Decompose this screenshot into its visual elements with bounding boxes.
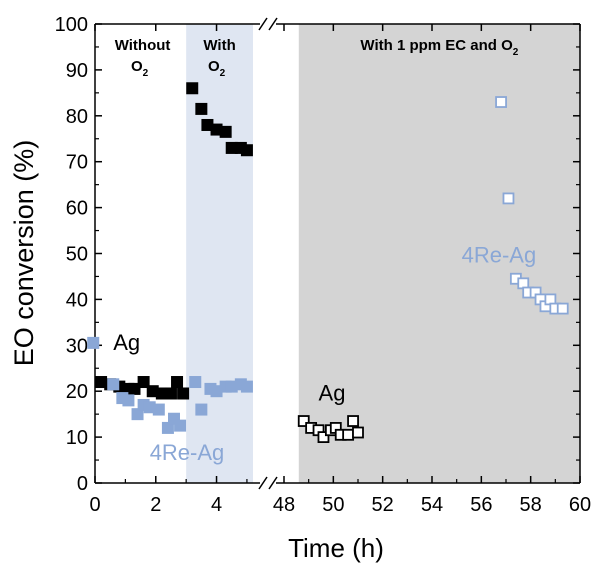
point-0-15 <box>219 125 232 138</box>
y-tick-label: 70 <box>66 152 88 174</box>
point-0-12 <box>195 102 208 115</box>
x-tick-label: 56 <box>470 494 492 516</box>
point-0-0 <box>95 376 108 389</box>
annotation-2: Ag <box>319 380 346 405</box>
point-2-8 <box>347 415 359 427</box>
x-tick-label: 50 <box>322 494 344 516</box>
x-tick-label: 58 <box>520 494 542 516</box>
point-1-10 <box>189 376 202 389</box>
y-tick-label: 60 <box>66 198 88 220</box>
x-tick-label: 0 <box>89 494 100 516</box>
x-tick-label: 48 <box>273 494 295 516</box>
condition-regions <box>95 22 580 485</box>
region-label-1: With <box>203 37 235 54</box>
series-labels: Ag 4Re-Ag Ag 4Re-Ag <box>87 243 536 465</box>
point-0-7 <box>155 387 168 400</box>
y-tick-label: 40 <box>66 289 88 311</box>
point-0-8 <box>164 387 177 400</box>
x-tick-label: 60 <box>569 494 591 516</box>
point-0-10 <box>177 387 190 400</box>
point-1-7 <box>161 421 174 434</box>
axes: 0 10 20 30 40 50 60 70 80 90 100 0 2 4 48 50 52 54 56 58 60 <box>55 14 592 516</box>
point-1-3 <box>131 408 144 421</box>
x-tick-label: 2 <box>150 494 161 516</box>
axis-break-mark-1-1 <box>268 476 278 490</box>
point-0-14 <box>210 123 223 136</box>
point-0-16 <box>225 141 238 154</box>
point-0-13 <box>201 118 214 131</box>
y-tick-label: 80 <box>66 106 88 128</box>
point-3-10 <box>556 302 569 315</box>
y-tick-label: 90 <box>66 60 88 82</box>
point-1-11 <box>195 403 208 416</box>
point-1-13 <box>210 385 223 398</box>
point-0-6 <box>146 385 159 398</box>
point-0-18 <box>240 144 253 157</box>
x-tick-label: 54 <box>421 494 443 516</box>
point-0-4 <box>128 382 141 395</box>
y-tick-label: 10 <box>66 427 88 449</box>
region-label-2: With 1 ppm EC and O2 <box>360 37 518 58</box>
region-label-subscript: 2 <box>513 47 519 58</box>
region-label-subscript: 2 <box>220 68 226 79</box>
point-1-17 <box>240 380 253 393</box>
point-1-2 <box>122 394 135 407</box>
point-2-9 <box>352 426 364 439</box>
point-3-1 <box>502 192 515 205</box>
region-label-0: Without <box>115 37 171 54</box>
x-tick-label: 52 <box>372 494 394 516</box>
point-2-7 <box>342 428 355 441</box>
point-3-0 <box>495 96 507 108</box>
y-tick-label: 0 <box>77 473 88 495</box>
point-2-3 <box>317 431 330 444</box>
annotation-3: 4Re-Ag <box>462 243 537 268</box>
point-0-11 <box>186 82 199 95</box>
point-1-15 <box>225 380 238 393</box>
point-0-5 <box>137 376 150 389</box>
y-tick-label: 50 <box>66 244 88 266</box>
point-0-9 <box>171 376 184 389</box>
region-label-subscript: 2 <box>143 68 149 79</box>
point-1-9 <box>174 419 187 432</box>
legend-marker-0 <box>87 336 100 349</box>
data-points <box>95 82 569 444</box>
y-tick-label: 20 <box>66 381 88 403</box>
axis-break-mark-0-1 <box>268 17 278 31</box>
y-axis-title: EO conversion (%) <box>9 140 39 367</box>
point-1-0 <box>107 378 120 391</box>
annotation-1: 4Re-Ag <box>150 440 225 465</box>
region-2 <box>298 24 580 483</box>
point-1-6 <box>152 403 165 416</box>
axis-break-mark-0-0 <box>258 17 268 31</box>
axis-break-gap <box>253 22 284 485</box>
annotation-0: Ag <box>113 330 140 355</box>
y-tick-label: 30 <box>66 335 88 357</box>
y-tick-label: 100 <box>55 14 88 36</box>
x-tick-label: 4 <box>211 494 222 516</box>
point-1-5 <box>143 401 156 414</box>
x-axis-title: Time (h) <box>288 533 384 563</box>
axis-break-mark-1-0 <box>258 476 268 490</box>
point-2-0 <box>297 415 310 427</box>
